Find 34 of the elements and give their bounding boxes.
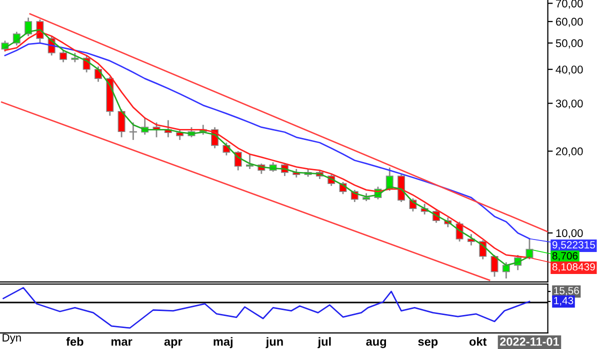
candlestick bbox=[118, 108, 126, 138]
y-tick-label: 1,43 bbox=[554, 296, 574, 306]
x-tick-label: sep bbox=[418, 339, 438, 348]
candlestick bbox=[129, 122, 137, 141]
y-tick-label: 20,00 bbox=[556, 147, 583, 157]
candlestick bbox=[479, 240, 487, 260]
annotation: 8,706 bbox=[552, 252, 578, 261]
annotation: 8,108439 bbox=[552, 263, 595, 272]
text: Dyn bbox=[2, 334, 21, 344]
x-tick-label: jul bbox=[318, 337, 331, 348]
x-tick-label: 2022-11-01 bbox=[500, 337, 560, 346]
candlestick bbox=[502, 262, 510, 280]
x-tick-label: feb bbox=[66, 337, 84, 346]
y-tick-label: 30,00 bbox=[556, 100, 583, 109]
x-tick-label: jun bbox=[266, 337, 283, 348]
candlestick bbox=[71, 52, 79, 63]
candlestick bbox=[467, 233, 475, 246]
x-tick-label: mar bbox=[112, 339, 132, 346]
candlestick bbox=[490, 254, 498, 278]
x-tick-label: maj bbox=[214, 337, 232, 348]
y-tick-label: 10,00 bbox=[556, 229, 583, 238]
candlestick bbox=[222, 142, 230, 156]
annotation: 9,522315 bbox=[552, 241, 595, 250]
x-tick-label: okt bbox=[469, 337, 487, 346]
y-tick-label: 15,56 bbox=[554, 286, 579, 296]
y-tick-label: 50,00 bbox=[556, 39, 583, 48]
y-tick-label: 70,00 bbox=[556, 0, 583, 9]
y-tick-label: 60,00 bbox=[556, 18, 583, 27]
candlestick bbox=[24, 16, 32, 37]
x-tick-label: apr bbox=[164, 339, 182, 348]
candlestick bbox=[60, 50, 68, 63]
y-tick-label: 40,00 bbox=[556, 66, 583, 75]
x-tick-label: aug bbox=[366, 339, 386, 348]
line-series bbox=[2, 287, 530, 329]
